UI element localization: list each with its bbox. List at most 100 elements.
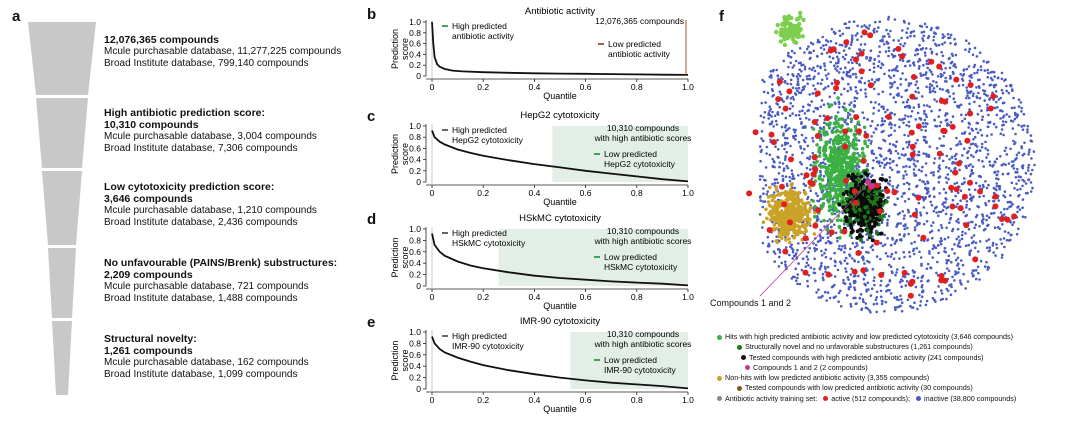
inactive-point [907,232,910,236]
inactive-point [994,83,998,87]
inactive-point [914,90,917,93]
inactive-point [825,39,828,42]
hit-point [786,14,792,19]
inactive-point [792,64,796,67]
inactive-point [1009,221,1012,224]
inactive-point [990,212,993,215]
inactive-point [809,51,813,55]
non-hit-point [806,216,810,220]
inactive-point [956,256,960,260]
inactive-point [763,200,767,203]
inactive-point [990,133,993,136]
score-curve [431,336,689,390]
inactive-point [899,43,902,46]
inactive-point [1017,179,1021,182]
inactive-point [803,65,807,69]
hit-point [834,129,838,134]
inactive-point [922,290,925,293]
hit-point [833,137,837,142]
inactive-point [905,173,908,176]
inactive-point [981,213,984,216]
inactive-point [940,226,944,230]
funnel-stage-2 [36,98,88,168]
non-hit-point [766,195,771,199]
active-point [920,234,927,241]
inactive-point [857,139,861,142]
inactive-point [890,252,894,256]
inactive-point [810,68,814,72]
inactive-point [889,126,893,130]
hit-point [813,205,817,209]
inactive-point [868,260,871,264]
tested-point [877,214,882,219]
inactive-point [965,200,969,203]
inactive-point [926,77,929,80]
inactive-point [773,252,777,255]
hit-point [815,159,819,164]
inactive-point [907,134,910,137]
tested-point [844,189,849,194]
inactive-point [852,110,855,113]
inactive-point [846,89,850,93]
inactive-point [857,260,860,264]
inactive-point [772,125,775,128]
inactive-point [932,221,935,224]
inactive-point [999,96,1002,100]
inactive-point [821,35,824,39]
hit-point [832,145,837,150]
inactive-point [843,87,846,91]
hit-point [790,24,795,30]
x-tick-label: 0.2 [477,82,489,92]
inactive-point [1026,130,1029,134]
y-tick-label: 0.8 [409,235,421,245]
inactive-point [791,66,794,69]
inactive-point [932,39,935,42]
inactive-point [818,40,821,44]
inactive-point [969,193,972,196]
hit-point [793,40,799,45]
inactive-point [972,92,975,95]
inactive-point [811,151,815,155]
inactive-point [925,299,929,303]
inactive-point [927,153,930,157]
inactive-point [843,246,847,250]
inactive-point [887,69,891,72]
hit-point [800,34,805,39]
hit-point [837,224,842,229]
inactive-point [906,27,910,30]
tested-point [878,192,883,197]
non-hit-point [799,230,803,235]
inactive-point [1020,106,1023,110]
hit-point [828,194,833,198]
inactive-point [977,158,981,162]
inactive-point [889,243,893,247]
inactive-point [871,149,874,152]
inactive-point [932,173,935,177]
inactive-point [855,97,859,100]
inactive-point [925,220,929,223]
inactive-point [969,163,972,166]
inactive-point [868,56,872,59]
inactive-point [952,92,955,95]
inactive-point [837,247,841,251]
inactive-point [806,258,810,261]
inactive-point [759,114,763,118]
inactive-point [820,254,824,257]
inactive-point [773,178,777,181]
hit-point [839,218,843,223]
x-tick-label: 0.8 [631,82,643,92]
inactive-point [892,143,895,146]
x-tick-label: 1.0 [682,395,694,405]
inactive-point [995,100,998,104]
inactive-point [992,163,995,167]
inactive-point [796,248,799,252]
hit-point [793,28,798,33]
inactive-point [940,292,944,295]
inactive-point [827,72,830,76]
inactive-point [975,86,978,89]
inactive-point [846,122,849,126]
inactive-point [907,84,911,87]
inactive-point [760,148,763,152]
inactive-point [888,176,891,179]
inactive-point [797,262,800,265]
